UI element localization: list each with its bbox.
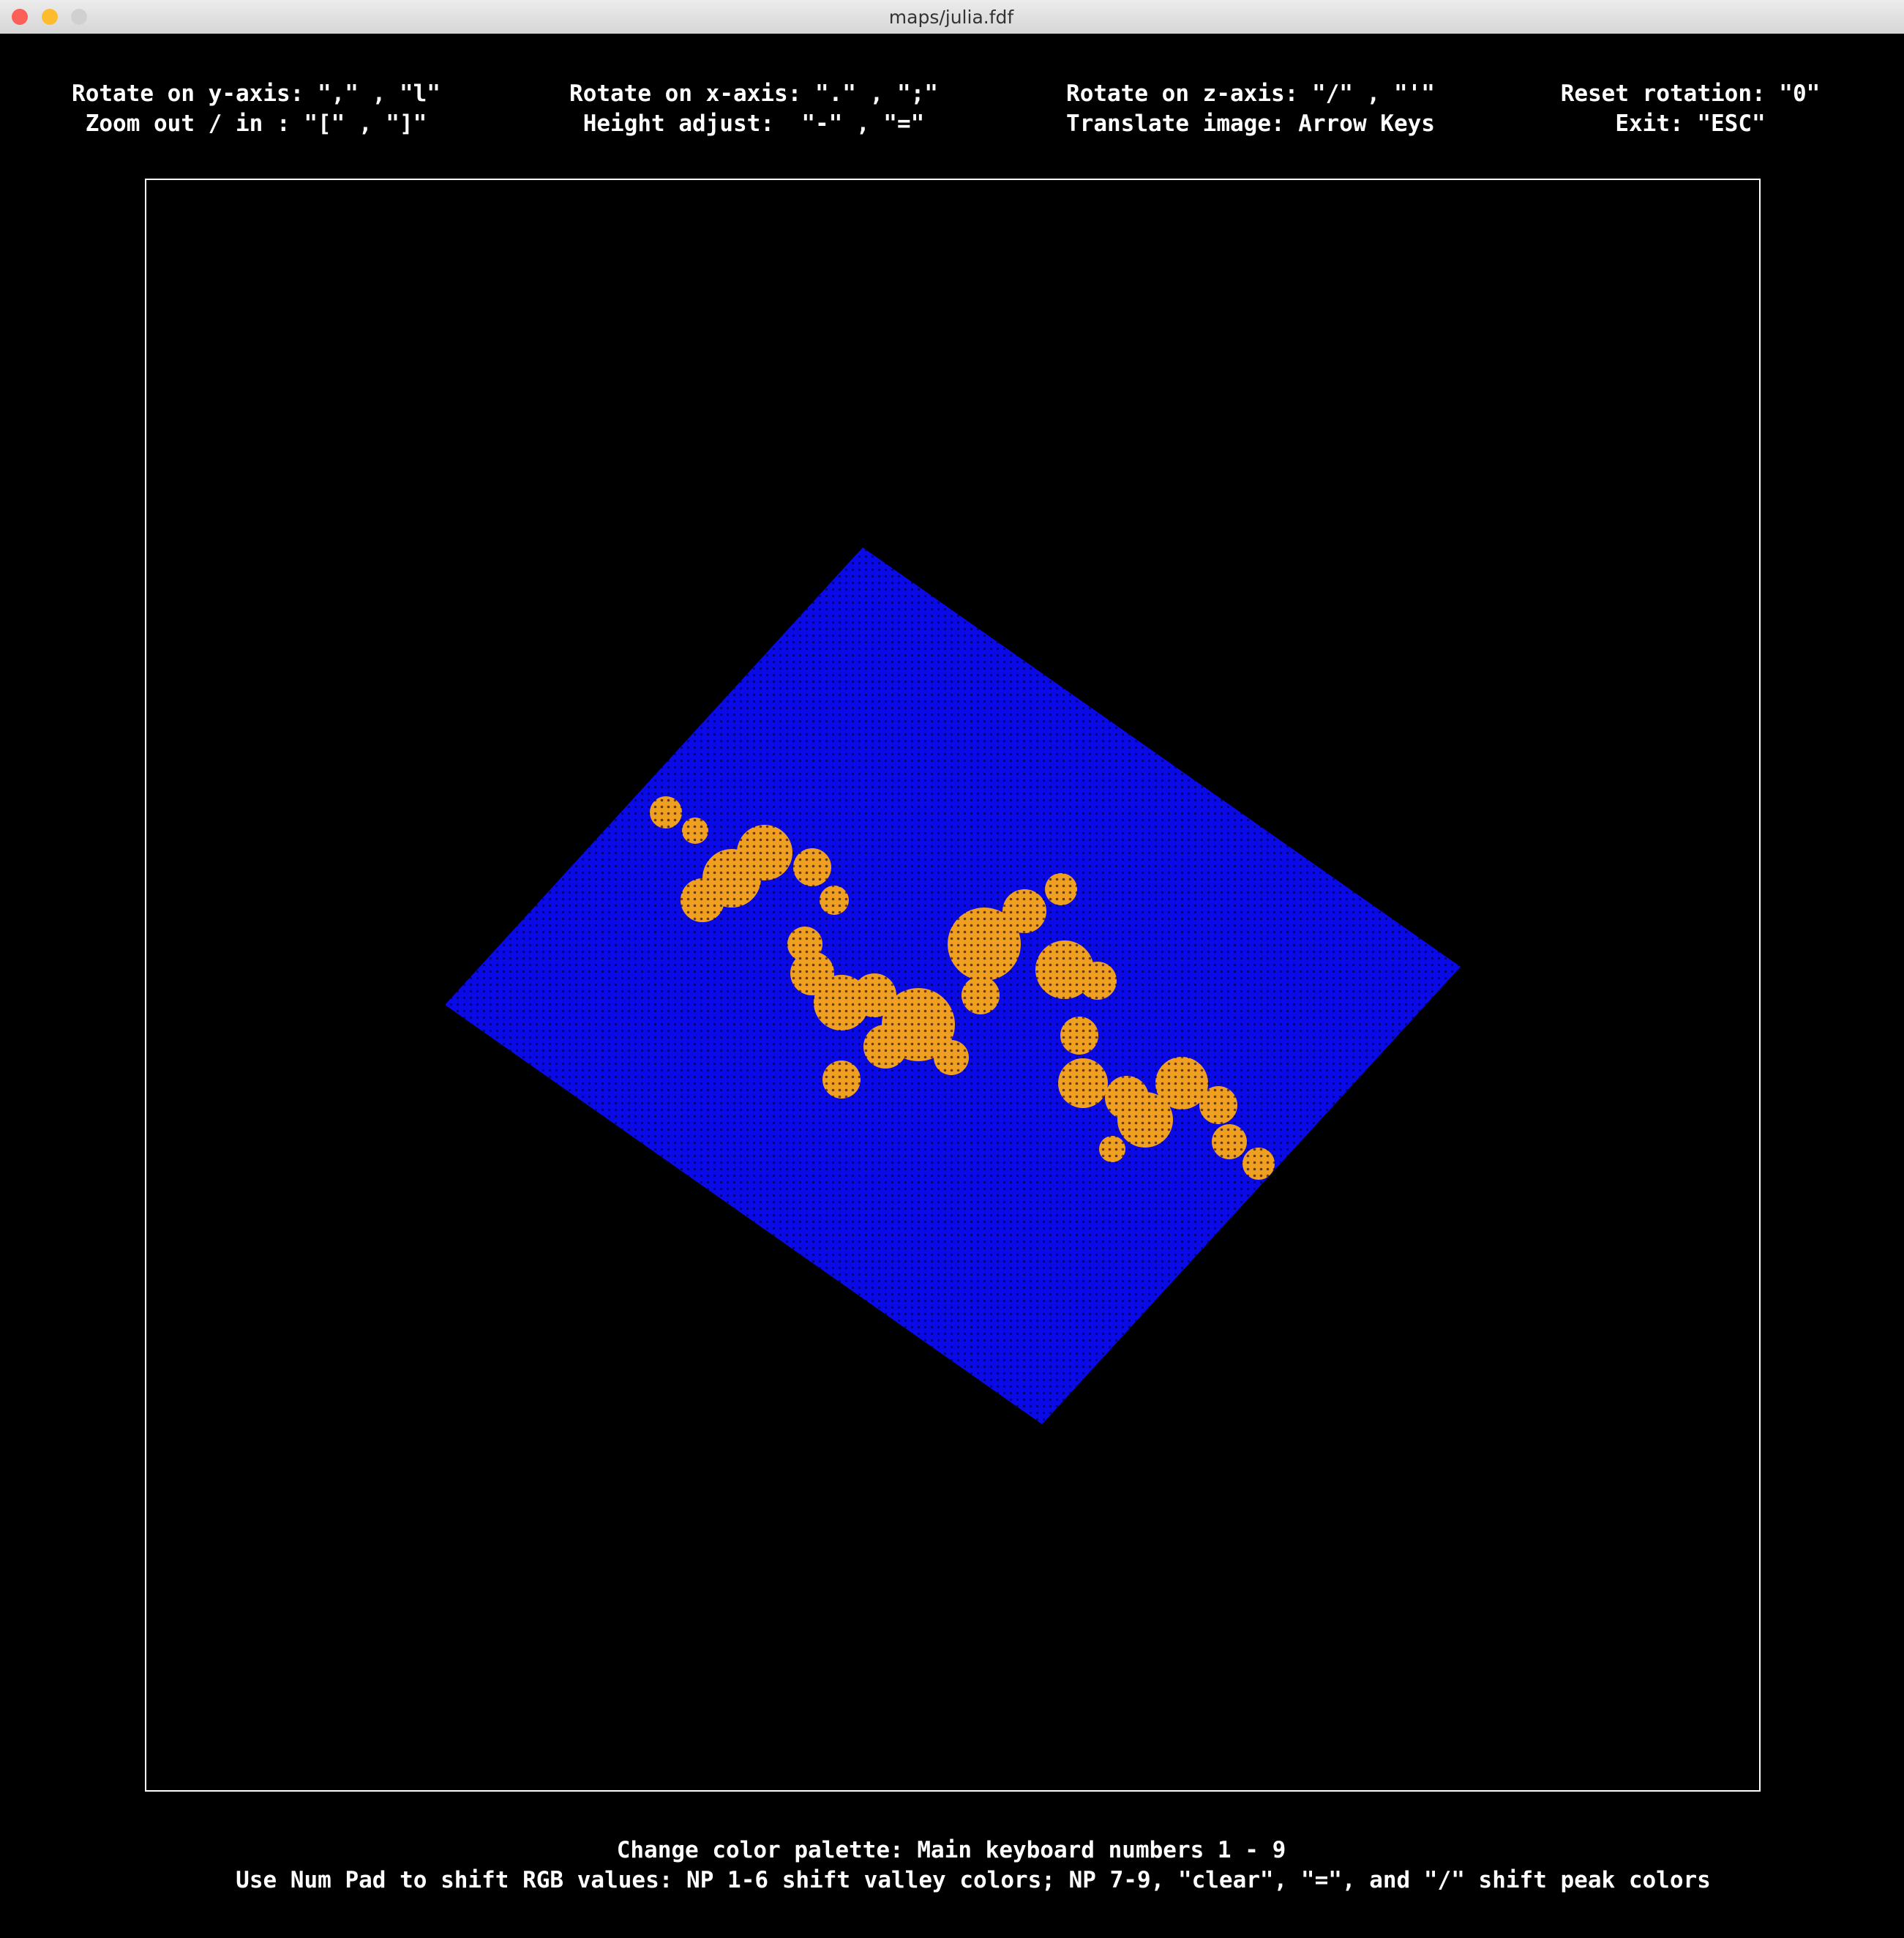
control-text: Zoom out / in : "[" , "]" — [86, 111, 427, 137]
footer-text: Use Num Pad to shift RGB values: NP 1-6 … — [236, 1867, 1711, 1893]
julia-fractal — [650, 796, 1275, 1180]
height-map — [445, 547, 1461, 1424]
control-text: Height adjust: "-" , "=" — [583, 111, 925, 137]
title-bar — [0, 0, 1904, 34]
minimize-button[interactable] — [42, 9, 58, 25]
control-text: Rotate on y-axis: "," , "l" — [72, 81, 441, 107]
control-text: Rotate on z-axis: "/" , "'" — [1066, 81, 1435, 107]
control-text: Reset rotation: "0" — [1561, 81, 1821, 107]
control-text: Translate image: Arrow Keys — [1066, 111, 1435, 137]
viewport-frame — [145, 179, 1761, 1792]
close-button[interactable] — [12, 9, 28, 25]
footer-text: Change color palette: Main keyboard numb… — [617, 1837, 1286, 1863]
control-text: Exit: "ESC" — [1615, 111, 1765, 137]
zoom-button[interactable] — [71, 9, 87, 25]
control-text: Rotate on x-axis: "." , ";" — [569, 81, 938, 107]
window-title: maps/julia.fdf — [889, 7, 1015, 28]
